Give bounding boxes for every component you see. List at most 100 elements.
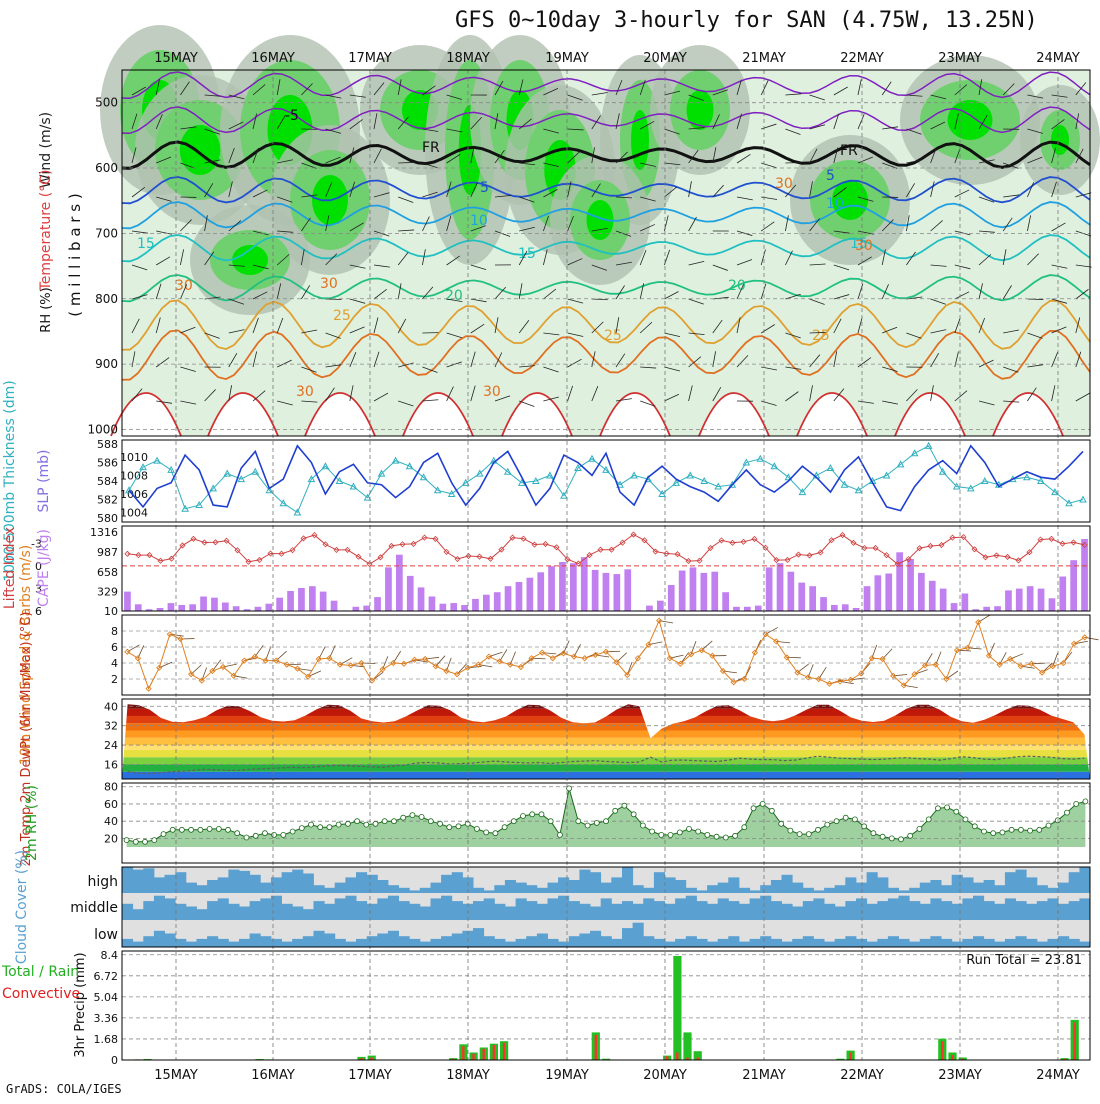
cloud-cell <box>228 904 239 920</box>
cape-bar <box>1038 589 1045 611</box>
cloud-cell <box>643 936 654 947</box>
rh-point <box>585 823 590 828</box>
cloud-cell <box>345 877 356 893</box>
cloud-cell <box>377 898 388 920</box>
footer-credit: GrADS: COLA/IGES <box>6 1082 122 1096</box>
cloud-cell <box>388 896 399 920</box>
rh-point <box>899 837 904 842</box>
cloud-cell <box>962 898 973 920</box>
cloud-cell <box>154 931 165 947</box>
rh-point <box>972 824 977 829</box>
cape-bar <box>875 575 882 611</box>
rh-point <box>1046 823 1051 828</box>
cloud-cell <box>579 934 590 948</box>
cloud-cell <box>548 883 559 893</box>
cloud-cell <box>143 868 154 893</box>
cloud-cell <box>792 939 803 947</box>
cloud-cell <box>803 936 814 947</box>
cloud-cell <box>122 904 133 920</box>
rh-point <box>982 829 987 834</box>
rh-point <box>640 823 645 828</box>
rh-point <box>124 838 129 843</box>
isotherm-label: 30 <box>855 238 873 254</box>
thickness-tick-label: 584 <box>97 475 118 488</box>
cape-bar <box>287 591 294 611</box>
cloud-cell <box>250 934 261 948</box>
rh-point <box>336 822 341 827</box>
cloud-cell <box>250 875 261 893</box>
precip-tick-label: 0 <box>111 1054 118 1067</box>
precip-convective-bar <box>503 1043 505 1061</box>
cloud-cell <box>122 867 133 893</box>
cloud-cell <box>1005 872 1016 893</box>
cloud-cell <box>771 939 782 947</box>
cape-bar <box>733 607 740 611</box>
pressure-tick-label: 900 <box>95 357 118 371</box>
temp-band <box>122 750 1090 757</box>
cloud-cell <box>909 942 920 947</box>
temp-band <box>122 757 1090 764</box>
cape-bar <box>994 606 1001 611</box>
cape-bar <box>135 604 142 611</box>
cloud-cell <box>930 880 941 893</box>
cloud-cell <box>133 909 144 920</box>
rh-point <box>1028 828 1033 833</box>
cloud-cell <box>920 883 931 893</box>
cape-bar <box>353 607 360 611</box>
cloud-cell <box>292 939 303 947</box>
cloud-cell <box>367 936 378 947</box>
rh-point <box>447 825 452 830</box>
cloud-cell <box>431 898 442 920</box>
rh-point <box>438 821 443 826</box>
cloud-cell <box>175 939 186 947</box>
cloud-cell <box>707 885 718 893</box>
cape-bar <box>505 586 512 611</box>
cape-bar <box>983 607 990 611</box>
day-label-bottom: 20MAY <box>643 1068 687 1083</box>
cloud-cell <box>750 890 761 893</box>
cloud-cell <box>218 898 229 920</box>
day-label-bottom: 21MAY <box>742 1068 786 1083</box>
rh-point <box>253 833 258 838</box>
cape-bar <box>548 566 555 611</box>
cape-bar <box>962 594 969 612</box>
chart-title: GFS 0~10day 3-hourly for SAN (4.75W, 13.… <box>455 8 1038 33</box>
cloud-cell <box>356 901 367 920</box>
slp-tick-label: 1008 <box>120 469 148 482</box>
cloud-cell <box>824 942 835 947</box>
rh-point <box>797 832 802 837</box>
isotherm-label: 30 <box>320 276 338 292</box>
cloud-layer-label: middle <box>70 900 118 916</box>
rh-point <box>226 827 231 832</box>
cloud-cell <box>643 898 654 920</box>
temp-tick-label: 24 <box>104 739 118 752</box>
cloud-cell <box>505 880 516 893</box>
rh-point <box>557 832 562 837</box>
cloud-cell <box>665 877 676 893</box>
cloud-cell <box>899 939 910 947</box>
cloud-cell <box>930 936 941 947</box>
pressure-tick-label: 600 <box>95 161 118 175</box>
rh-point <box>1065 810 1070 815</box>
cloud-cell <box>420 942 431 947</box>
isotherm-label: 25 <box>812 328 830 344</box>
cloud-cell <box>579 904 590 920</box>
cloud-cell <box>282 942 293 947</box>
cloud-cell <box>335 898 346 920</box>
cloud-cell <box>601 883 612 893</box>
day-label-bottom: 17MAY <box>348 1068 392 1083</box>
cloud-cell <box>314 901 325 920</box>
cape-bar <box>320 592 327 611</box>
cloud-cell <box>409 904 420 920</box>
cloud-cell <box>420 907 431 921</box>
rh-point <box>299 826 304 831</box>
day-label-top: 18MAY <box>446 51 490 66</box>
cloud-cell <box>686 936 697 947</box>
cloud-cell <box>516 898 527 920</box>
rh-point <box>788 828 793 833</box>
cloud-cell <box>356 872 367 893</box>
cloud-cell <box>856 883 867 893</box>
cloud-cell <box>133 942 144 947</box>
cloud-cell <box>494 885 505 893</box>
